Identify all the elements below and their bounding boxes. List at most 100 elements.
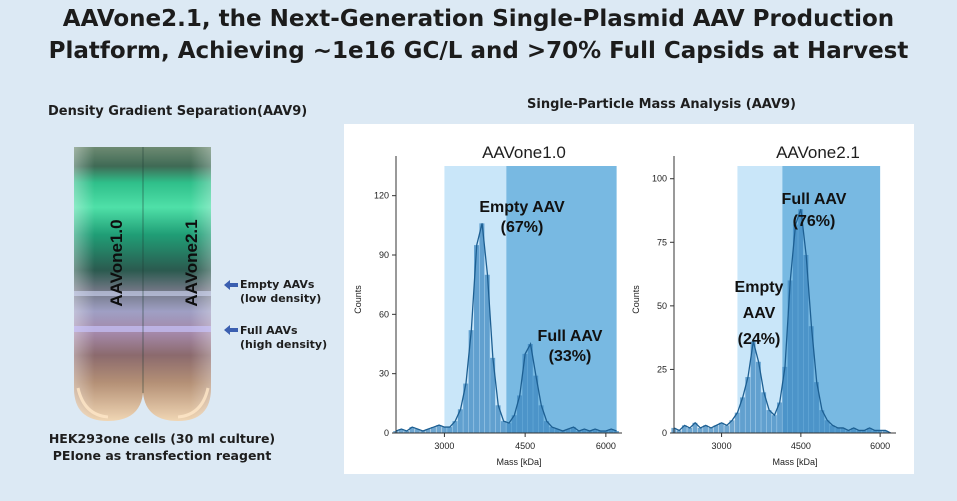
chart1-x-tick-label: 3000 xyxy=(434,441,454,451)
chart2-annotation-2-line1: Full AAV xyxy=(782,191,847,208)
chart1-fit-line xyxy=(395,223,617,432)
chart2-y-axis-label: Counts xyxy=(631,285,641,314)
chart1-histogram-bar xyxy=(603,431,609,433)
empty-band-label-line2: (low density) xyxy=(240,292,322,305)
chart1-histogram-bar xyxy=(587,431,593,433)
chart2-histogram-bar xyxy=(755,361,761,433)
chart2-y-tick-label: 0 xyxy=(662,428,667,438)
chart2-histogram-bar xyxy=(761,392,767,433)
chart1-histogram-bar xyxy=(398,429,404,433)
chart2-histogram-bar xyxy=(814,382,819,433)
chart2-histogram-bar xyxy=(718,422,724,433)
chart2-histogram-bar xyxy=(824,420,830,433)
chart1-y-tick-label: 0 xyxy=(384,428,389,438)
full-band-label: Full AAVs (high density) xyxy=(240,324,327,352)
chart2-x-tick-label: 4500 xyxy=(791,441,811,451)
chart1-histogram-bar xyxy=(549,427,555,433)
chart1-histogram-bar xyxy=(597,431,603,433)
chart2-histogram-bar xyxy=(872,430,878,433)
chart2-histogram-bar xyxy=(851,427,856,433)
chart2-fit-line xyxy=(673,209,891,434)
chart2-histogram-bar xyxy=(882,430,888,433)
chart2-histogram-bar xyxy=(708,427,714,433)
chart2-y-tick-label: 100 xyxy=(652,174,667,184)
chart2-histogram-bar xyxy=(856,430,862,433)
chart2-histogram-bar xyxy=(803,255,809,433)
mass-histogram-panel: 0 30 60 90 120 3000 4500 6000 AAVone1.0 Mass [kDa… xyxy=(344,124,914,474)
chart1-histogram-bar xyxy=(490,357,496,433)
chart1-annotation-2-line1: Full AAV xyxy=(538,328,603,345)
chart1-histogram-bar xyxy=(495,405,501,433)
lane-label-aavone2-1: AAVone2.1 xyxy=(182,219,201,306)
chart1-annotation-1-line1: Empty AAV xyxy=(479,199,565,216)
chart2-x-tick-label: 3000 xyxy=(712,441,732,451)
chart1-histogram-bar xyxy=(447,427,453,433)
chart1-y-tick-label: 30 xyxy=(379,369,389,379)
chart2-annotation-1-line2: AAV xyxy=(743,305,776,322)
chart1-y-tick-label: 60 xyxy=(379,309,389,319)
chart1-histogram-bar xyxy=(474,245,480,433)
chart1-histogram-bar xyxy=(409,427,415,433)
chart1-histogram-bar xyxy=(608,429,614,433)
mass-analysis-heading: Single-Particle Mass Analysis (AAV9) xyxy=(527,97,797,112)
footnote: HEK293one cells (30 ml culture) PEIone a… xyxy=(32,430,292,464)
chart2-histogram-bar xyxy=(681,425,687,433)
chart2-histogram-bar xyxy=(777,402,782,433)
chart2-histogram-bar xyxy=(771,415,777,433)
chart1-histogram-bar xyxy=(576,431,582,433)
chart1-histogram-bar xyxy=(420,431,426,433)
empty-band-label-line1: Empty AAVs xyxy=(240,278,315,291)
chart2-histogram-bar xyxy=(745,377,751,433)
chart2-histogram-bar xyxy=(792,224,798,433)
footnote-line2: PEIone as transfection reagent xyxy=(52,448,272,463)
chart1-histogram-bar xyxy=(506,423,512,433)
chart2-histogram-bar xyxy=(724,425,730,433)
chart1-histogram-bar xyxy=(425,429,431,433)
chart2-title: AAVone2.1 xyxy=(776,143,860,162)
chart1-y-tick-label: 90 xyxy=(379,250,389,260)
chart2-histogram-bar xyxy=(840,427,846,433)
chart1-histogram-bar xyxy=(565,429,571,433)
empty-band-label: Empty AAVs (low density) xyxy=(240,278,321,306)
chart2-histogram-bar xyxy=(861,430,867,433)
chart1-histogram-bar xyxy=(430,427,436,433)
chart1-histogram-bar xyxy=(613,431,619,433)
chart1-x-tick-label: 6000 xyxy=(596,441,616,451)
chart1-y-tick-label: 120 xyxy=(374,191,389,201)
chart1-histogram-bar xyxy=(452,421,458,433)
chart1-histogram-bar xyxy=(457,409,463,433)
chart2-histogram-bar xyxy=(766,410,772,433)
chart1-histogram-bar xyxy=(511,415,517,433)
chart1-histogram-bar xyxy=(538,405,544,433)
chart1-x-tick-label: 4500 xyxy=(515,441,535,451)
lane-label-aavone1-0: AAVone1.0 xyxy=(107,219,126,306)
chart2-y-tick-label: 25 xyxy=(657,364,667,374)
chart2-y-tick-label: 50 xyxy=(657,301,667,311)
chart2-histogram-bar xyxy=(835,427,841,433)
chart1-histogram-bar xyxy=(592,429,598,433)
chart2-histogram-bar xyxy=(798,209,804,433)
chart1-histogram-bar xyxy=(543,421,549,433)
chart2-histogram-bar xyxy=(729,420,735,433)
chart1-histogram-bar xyxy=(533,375,539,433)
title-line-1: AAVone2.1, the Next-Generation Single-Pl… xyxy=(62,6,895,32)
chart1-histogram-bar xyxy=(517,395,523,433)
chart1-x-axis-label: Mass [kDa] xyxy=(496,457,541,467)
footnote-line1: HEK293one cells (30 ml culture) xyxy=(48,431,276,446)
density-gradient-heading: Density Gradient Separation(AAV9) xyxy=(48,104,308,119)
empty-band-arrow-icon xyxy=(224,280,238,290)
chart1-histogram-bar xyxy=(522,353,528,433)
chart2-histogram-bar xyxy=(866,427,872,433)
title-line-2: Platform, Achieving ~1e16 GC/L and >70% … xyxy=(48,38,909,64)
chart1-histogram-bar xyxy=(441,427,447,433)
chart1-histogram-bar xyxy=(484,274,490,433)
chart2-histogram-bar xyxy=(845,430,851,433)
chart1-title: AAVone1.0 xyxy=(482,143,566,162)
chart2-histogram-bar xyxy=(819,410,825,433)
chart2-y-tick-label: 75 xyxy=(657,237,667,247)
chart2-histogram-bar xyxy=(676,430,682,433)
chart2-histogram-bar xyxy=(703,425,708,433)
chart2-histogram-bar xyxy=(782,366,788,433)
full-band-label-line1: Full AAVs xyxy=(240,324,298,337)
